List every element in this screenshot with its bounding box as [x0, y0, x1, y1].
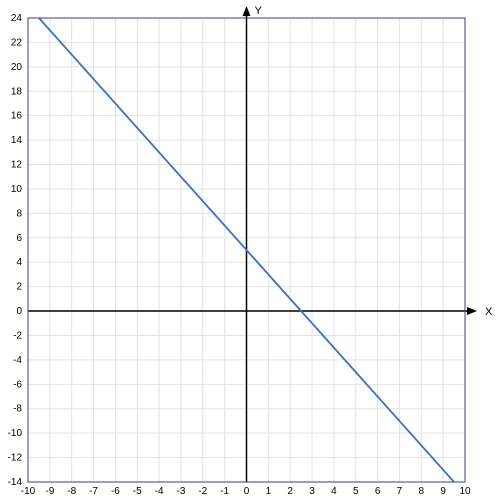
x-tick-label: -6 — [111, 486, 120, 497]
y-tick-label: -4 — [13, 355, 22, 366]
y-tick-label: 0 — [16, 306, 22, 317]
y-tick-label: -2 — [13, 330, 22, 341]
x-tick-label: 8 — [419, 486, 425, 497]
y-tick-label: 2 — [16, 282, 22, 293]
x-tick-label: 9 — [440, 486, 446, 497]
y-axis-label: Y — [255, 5, 263, 17]
y-tick-label: 12 — [11, 160, 23, 171]
x-tick-label: 1 — [266, 486, 272, 497]
y-tick-label: 8 — [16, 208, 22, 219]
y-tick-label: -8 — [13, 404, 22, 415]
x-tick-label: 0 — [244, 486, 250, 497]
chart-svg: -10-9-8-7-6-5-4-3-2-1012345678910-14-12-… — [0, 0, 500, 502]
x-tick-label: 3 — [309, 486, 315, 497]
x-tick-label: 5 — [353, 486, 359, 497]
y-tick-label: 14 — [11, 135, 23, 146]
y-tick-label: 22 — [11, 37, 23, 48]
x-tick-label: -4 — [155, 486, 164, 497]
x-tick-label: 7 — [397, 486, 403, 497]
x-tick-label: -2 — [198, 486, 207, 497]
x-tick-label: -7 — [89, 486, 98, 497]
y-tick-label: 24 — [11, 13, 23, 24]
x-tick-label: -9 — [45, 486, 54, 497]
x-tick-label: -8 — [67, 486, 76, 497]
x-axis-label: X — [485, 306, 493, 318]
line-chart: -10-9-8-7-6-5-4-3-2-1012345678910-14-12-… — [0, 0, 500, 502]
x-tick-label: 10 — [459, 486, 471, 497]
x-tick-label: 2 — [287, 486, 293, 497]
y-tick-label: 16 — [11, 111, 23, 122]
y-tick-label: 18 — [11, 86, 23, 97]
x-tick-label: -3 — [176, 486, 185, 497]
y-tick-label: -10 — [8, 428, 23, 439]
y-tick-label: -12 — [8, 453, 23, 464]
y-tick-label: -14 — [8, 477, 23, 488]
x-tick-label: -10 — [21, 486, 36, 497]
y-tick-label: -6 — [13, 379, 22, 390]
x-tick-label: 4 — [331, 486, 337, 497]
y-tick-label: 4 — [16, 257, 22, 268]
y-tick-label: 6 — [16, 233, 22, 244]
x-tick-label: 6 — [375, 486, 381, 497]
y-tick-label: 20 — [11, 62, 23, 73]
x-tick-label: -5 — [133, 486, 142, 497]
y-tick-label: 10 — [11, 184, 23, 195]
x-tick-label: -1 — [220, 486, 229, 497]
